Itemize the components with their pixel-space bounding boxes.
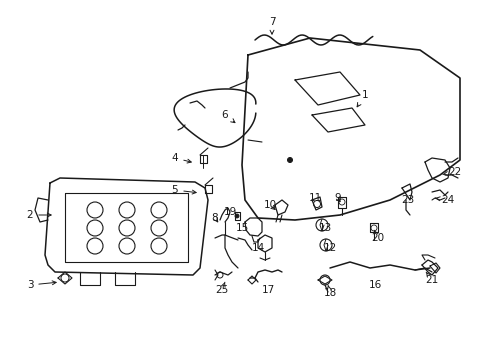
Text: 22: 22 <box>442 167 461 177</box>
Text: 20: 20 <box>371 230 384 243</box>
Text: 10: 10 <box>263 200 276 210</box>
Text: 18: 18 <box>323 285 336 298</box>
Text: 13: 13 <box>318 223 331 233</box>
Text: 12: 12 <box>323 243 336 253</box>
Text: 1: 1 <box>356 90 367 107</box>
Text: 8: 8 <box>211 213 218 223</box>
Text: 25: 25 <box>215 282 228 295</box>
Text: 16: 16 <box>367 280 381 290</box>
Text: 2: 2 <box>27 210 51 220</box>
Text: 3: 3 <box>27 280 56 290</box>
Text: 17: 17 <box>261 285 274 295</box>
Circle shape <box>235 214 239 218</box>
Text: 23: 23 <box>401 195 414 205</box>
Text: 19: 19 <box>223 207 236 217</box>
Text: 14: 14 <box>251 243 264 253</box>
Text: 7: 7 <box>268 17 275 34</box>
Text: 9: 9 <box>334 193 341 203</box>
Text: 6: 6 <box>221 110 234 123</box>
Text: 21: 21 <box>425 272 438 285</box>
Text: 5: 5 <box>171 185 196 195</box>
Text: 4: 4 <box>171 153 191 163</box>
Text: 24: 24 <box>435 195 454 205</box>
Text: 15: 15 <box>235 223 248 233</box>
Text: 11: 11 <box>308 193 321 203</box>
Circle shape <box>287 158 292 162</box>
